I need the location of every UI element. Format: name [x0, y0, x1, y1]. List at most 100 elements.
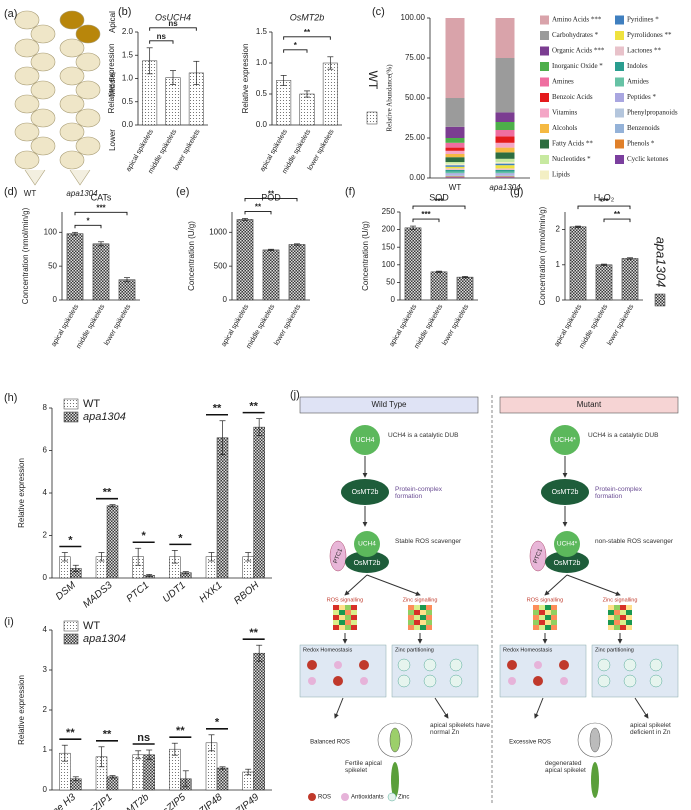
legend-label: Nucleotides *: [552, 155, 591, 163]
heat-cell: [339, 620, 345, 625]
antioxidant: [308, 677, 316, 685]
outcome-label: Balanced ROS: [310, 740, 350, 746]
chart-title: SOD: [429, 192, 449, 202]
comparison-bracket: [412, 218, 440, 223]
heat-cell: [420, 615, 426, 620]
spikelet: [59, 10, 85, 30]
stack-segment: [495, 142, 515, 148]
y-tick-label: 50: [48, 261, 57, 270]
comparison-bracket: [149, 27, 197, 31]
complex-state-box: Stable ROS scavenger: [395, 538, 461, 545]
complex-note-box: Protein-complex formation: [395, 486, 442, 500]
legend-swatch: [654, 293, 666, 307]
y-tick-label: 0.5: [256, 89, 268, 98]
x-tick-label: lower spikelets: [273, 303, 302, 347]
bar: [430, 271, 448, 301]
error-bar: [109, 775, 116, 779]
illus-label: Middle: [108, 73, 117, 97]
error-bar: [72, 776, 79, 782]
stack-segment: [495, 58, 515, 113]
stack-segment: [495, 174, 515, 176]
y-axis-label: Relative expression: [241, 44, 250, 114]
spikelet: [14, 66, 40, 86]
y-tick-label: 0: [556, 295, 561, 304]
heat-cell: [551, 620, 557, 625]
heat-cell: [345, 605, 351, 610]
y-tick-label: 1.5: [122, 50, 134, 59]
legend-swatch: [308, 793, 316, 801]
bar: [236, 219, 254, 301]
heat-cell: [614, 625, 620, 630]
stack-segment: [445, 163, 465, 166]
heat-cell: [351, 605, 357, 610]
antioxidant: [534, 661, 542, 669]
heat-cell: [420, 620, 426, 625]
x-tick-label: WT: [449, 183, 462, 192]
comparison-bracket: [244, 197, 298, 202]
stack-segment: [495, 163, 515, 166]
x-tick-label: MADS3: [81, 580, 115, 611]
bar: [66, 233, 84, 301]
enzyme-note-box: UCH4 is a catalytic DUB: [588, 432, 658, 439]
x-tick-label: lower spikelets: [307, 128, 336, 172]
significance-label: *: [142, 530, 147, 542]
complex-partner-label: OsMT2b: [354, 560, 381, 567]
complex-enzyme: [354, 531, 380, 557]
comparison-label: ns: [157, 32, 167, 41]
stack-segment: [445, 166, 465, 169]
complex-partner: [345, 551, 389, 573]
heat-cell: [420, 625, 426, 630]
comparison-label: **: [304, 28, 311, 37]
error-bar: [135, 547, 142, 566]
error-bar: [208, 734, 215, 752]
spikelet: [75, 80, 101, 100]
stack-segment: [445, 98, 465, 127]
legend-label: Pyrrolidones **: [627, 31, 672, 39]
x-tick-label: lower spikelets: [103, 303, 132, 347]
x-tick-label: Histone H3: [33, 792, 78, 810]
legend-swatch: [615, 46, 624, 56]
chart-title: OsMT2b: [290, 12, 325, 22]
bar: [216, 767, 229, 791]
process-box: [299, 644, 387, 698]
phenotype-box: Fertile apical spikelet: [345, 760, 382, 774]
process-label: Redox Homeostasis: [503, 647, 552, 653]
x-tick-label: apical spikelets: [51, 303, 81, 348]
ros: [359, 660, 369, 670]
y-tick-label: 0.0: [122, 120, 134, 129]
phenotype-box: degenerated apical spikelet: [545, 760, 586, 774]
y-tick-label: 0.0: [256, 120, 268, 129]
comparison-label: **: [614, 210, 621, 219]
chart-title: H₂O₂: [594, 192, 615, 202]
complex-enzyme-label: UCH4*: [557, 541, 578, 548]
comparison-label: **: [268, 190, 275, 199]
comparison-label: **: [255, 203, 262, 212]
legend-label: Indoles: [627, 62, 648, 70]
stack-segment: [495, 162, 515, 164]
significance-label: **: [213, 403, 222, 415]
y-tick-label: 0: [43, 573, 48, 582]
zinc-cell: [649, 658, 663, 672]
x-tick-label: middle spikelets: [578, 303, 609, 350]
x-tick-label: apical spikelets: [554, 303, 584, 348]
heat-cell: [408, 615, 414, 620]
error-bar: [61, 552, 68, 562]
antioxidant: [360, 677, 368, 685]
y-tick-label: 500: [214, 261, 228, 270]
error-bar: [245, 768, 252, 776]
stack-segment: [445, 176, 465, 178]
process-label: Redox Homeostasis: [303, 647, 352, 653]
heat-cell: [545, 610, 551, 615]
stack-segment: [445, 157, 465, 162]
heat-cell: [620, 620, 626, 625]
legend-label: Zinc: [398, 795, 409, 801]
arrow: [566, 574, 621, 596]
y-tick-label: 3: [43, 665, 48, 674]
x-tick-label: UDT1: [161, 580, 188, 605]
comparison-label: ***: [421, 210, 431, 219]
error-bar: [109, 504, 116, 508]
legend-label: WT: [83, 398, 100, 410]
bar: [621, 258, 639, 301]
heat-cell: [551, 610, 557, 615]
heat-cell: [351, 615, 357, 620]
